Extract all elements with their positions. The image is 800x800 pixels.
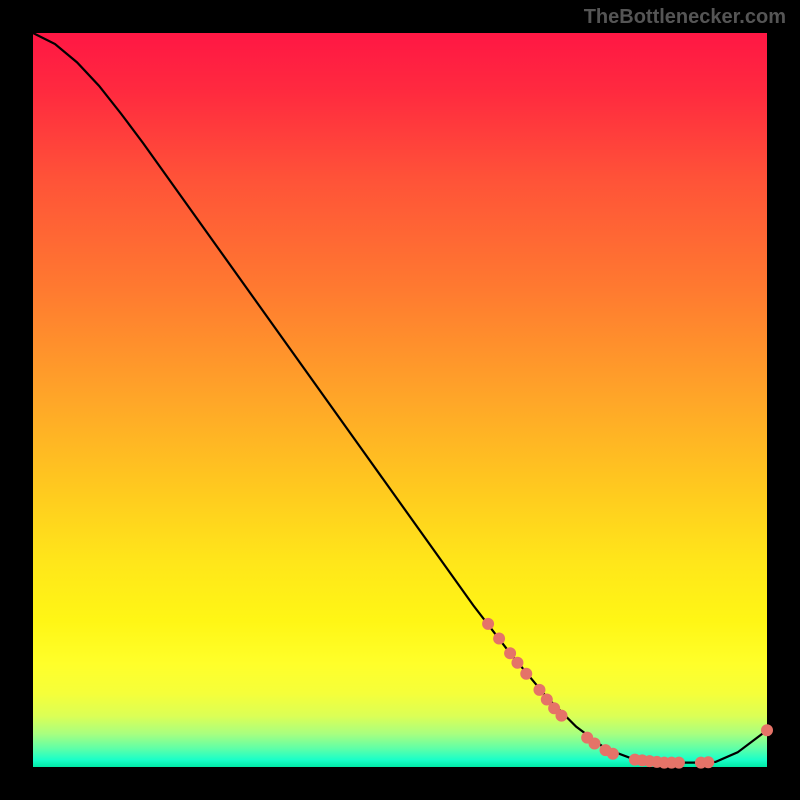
data-marker	[589, 738, 600, 749]
data-marker	[534, 684, 545, 695]
data-marker	[494, 633, 505, 644]
data-marker	[673, 757, 684, 768]
watermark-text: TheBottlenecker.com	[584, 6, 786, 29]
chart-container: TheBottlenecker.com	[0, 0, 800, 800]
data-marker	[762, 725, 773, 736]
data-marker	[541, 694, 552, 705]
data-marker	[483, 618, 494, 629]
data-marker	[512, 657, 523, 668]
bottleneck-chart	[0, 0, 800, 800]
data-marker	[505, 648, 516, 659]
data-marker	[607, 748, 618, 759]
data-marker	[556, 710, 567, 721]
data-marker	[521, 668, 532, 679]
data-marker	[703, 757, 714, 768]
